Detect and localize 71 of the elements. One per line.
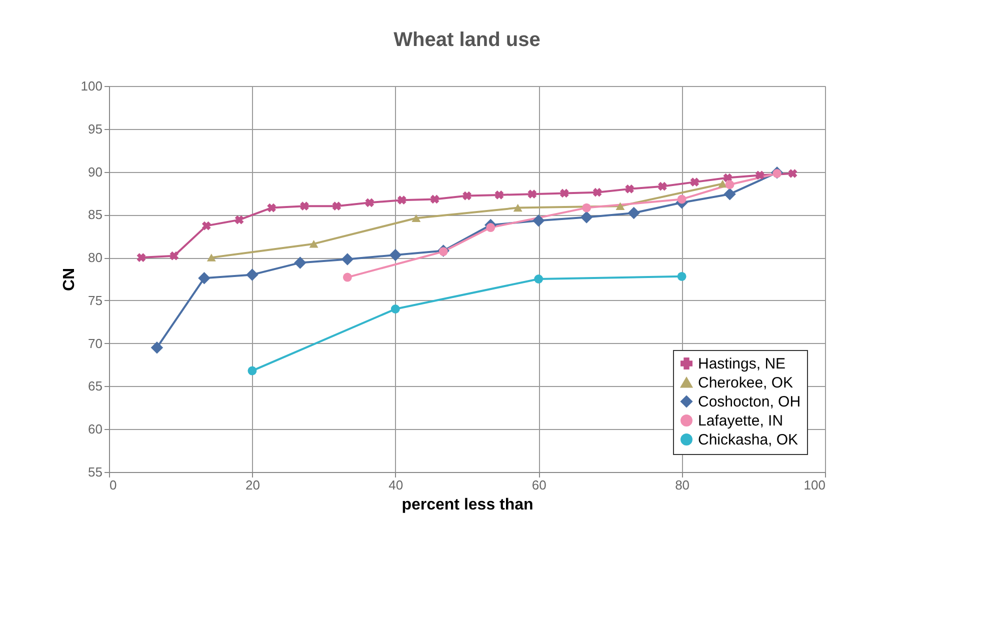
legend-label: Coshocton, OH — [698, 394, 801, 410]
point — [300, 202, 309, 211]
point — [234, 215, 244, 224]
x-tick-label: 20 — [245, 478, 260, 492]
point — [150, 342, 164, 354]
point — [267, 203, 276, 212]
point — [202, 221, 211, 230]
x-axis-title: percent less than — [402, 496, 534, 514]
y-tick-label: 100 — [80, 78, 102, 94]
y-tick-label: 55 — [88, 464, 102, 480]
point — [389, 248, 402, 262]
point — [513, 204, 522, 212]
point — [788, 169, 798, 178]
point — [628, 206, 640, 220]
point — [294, 256, 306, 269]
legend-label: Hastings, NE — [698, 356, 786, 372]
x-tick-label: 0 — [110, 478, 117, 492]
point — [690, 178, 700, 186]
y-tick-label: 80 — [88, 250, 102, 266]
point — [560, 188, 569, 198]
point — [462, 191, 472, 200]
point — [724, 188, 736, 200]
point — [438, 247, 448, 256]
point — [341, 253, 354, 266]
y-tick-label: 70 — [88, 336, 102, 351]
x-tick-label: 40 — [388, 478, 404, 492]
point — [342, 272, 352, 282]
legend-label: Chickasha, OK — [698, 432, 798, 448]
point — [430, 194, 440, 204]
point — [534, 274, 544, 284]
point — [248, 366, 257, 376]
point — [580, 211, 593, 224]
y-axis-title: CN — [60, 268, 78, 292]
x-tick-label: 60 — [532, 478, 546, 492]
point — [198, 272, 210, 284]
point — [397, 196, 406, 205]
point — [723, 173, 732, 182]
point — [677, 272, 686, 281]
point — [582, 203, 592, 212]
point — [486, 223, 496, 232]
point — [658, 182, 667, 191]
y-tick-label: 75 — [88, 292, 102, 308]
point — [677, 194, 686, 204]
y-tick-label: 60 — [88, 422, 102, 437]
point — [365, 198, 374, 208]
point — [755, 170, 764, 180]
point — [625, 184, 634, 194]
chart-title: Wheat land use — [394, 29, 540, 51]
point — [390, 304, 400, 314]
point — [592, 188, 602, 197]
point — [309, 240, 318, 248]
point — [616, 202, 625, 210]
point — [718, 180, 728, 188]
y-tick-label: 95 — [88, 121, 102, 136]
x-tick-label: 80 — [675, 478, 690, 492]
y-tick-label: 85 — [88, 207, 102, 222]
point — [170, 251, 179, 260]
point — [494, 190, 504, 200]
x-tick-label: 100 — [804, 478, 826, 492]
point — [532, 214, 545, 227]
point — [725, 180, 734, 190]
point — [136, 253, 146, 262]
point — [246, 268, 258, 281]
point — [412, 214, 421, 222]
y-tick-label: 65 — [88, 378, 102, 394]
point — [332, 202, 342, 211]
legend-label: Cherokee, OK — [698, 374, 794, 392]
y-tick-label: 90 — [88, 164, 102, 180]
point — [206, 254, 216, 262]
point — [528, 190, 537, 199]
legend-label: Lafayette, IN — [698, 412, 784, 430]
